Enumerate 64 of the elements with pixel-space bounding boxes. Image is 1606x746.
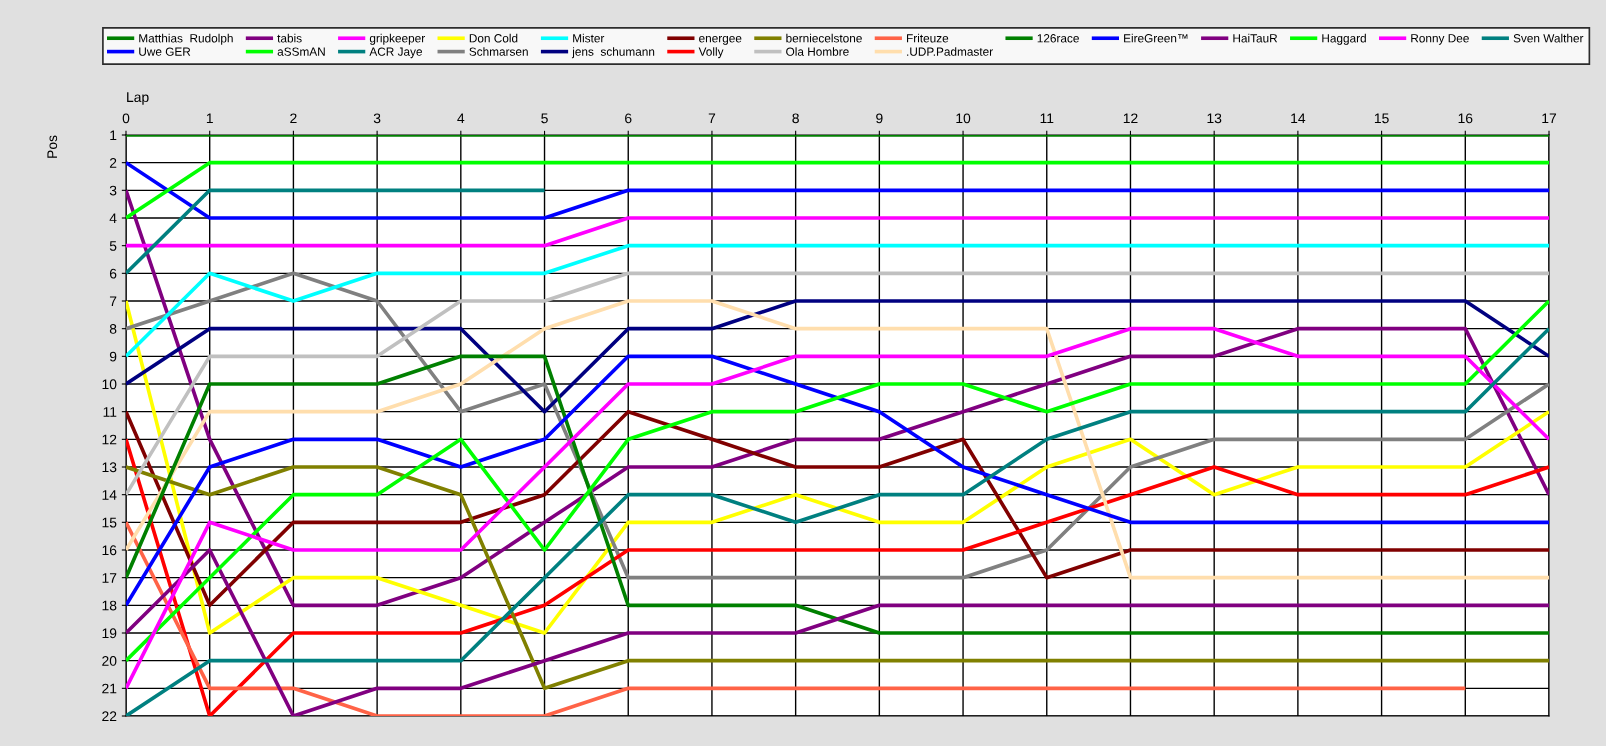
y-tick-label: 3	[109, 185, 117, 196]
x-tick-label: 16	[1458, 113, 1473, 124]
legend-label: tabis	[277, 33, 302, 43]
x-axis-title: Lap	[127, 92, 149, 105]
y-tick-label: 20	[102, 656, 117, 666]
x-tick-label: 17	[1542, 113, 1557, 124]
y-tick-label: 21	[102, 683, 117, 694]
legend-label: 126race	[1037, 34, 1079, 43]
y-tick-label: 13	[102, 462, 117, 473]
x-tick-label: 15	[1374, 113, 1389, 124]
x-tick-label: 13	[1207, 113, 1222, 124]
legend-label: HaiTauR	[1233, 33, 1278, 43]
y-tick-label: 16	[102, 545, 117, 556]
legend-label: ACR Jaye	[369, 47, 422, 59]
x-tick-label: 1	[206, 113, 213, 124]
x-tick-label: 4	[457, 113, 465, 124]
y-tick-label: 5	[109, 241, 117, 251]
x-tick-label: 10	[956, 113, 971, 124]
x-tick-label: 5	[541, 113, 548, 124]
y-tick-label: 4	[109, 213, 117, 224]
y-tick-label: 18	[102, 600, 117, 611]
legend-label: Ronny Dee	[1411, 34, 1469, 45]
x-tick-label: 6	[625, 113, 632, 124]
legend-label: .UDP.Padmaster	[907, 47, 993, 56]
legend-label: berniecelstone	[786, 33, 862, 43]
y-tick-label: 10	[102, 379, 117, 390]
y-tick-label: 14	[102, 490, 117, 500]
legend-label: Volly	[698, 47, 724, 59]
y-axis-title: Pos	[47, 135, 58, 158]
y-tick-label: 8	[109, 324, 117, 334]
x-tick-label: 7	[708, 113, 716, 124]
y-tick-label: 1	[110, 130, 117, 141]
legend-label: Matthias Rudolph	[139, 33, 233, 45]
y-tick-label: 6	[109, 268, 117, 279]
legend-label: EireGreen™	[1124, 33, 1188, 43]
y-tick-label: 19	[102, 628, 117, 639]
x-tick-label: 9	[876, 113, 883, 124]
x-tick-label: 11	[1040, 113, 1054, 124]
x-tick-label: 2	[290, 113, 297, 124]
x-tick-label: 3	[373, 113, 381, 124]
y-tick-label: 12	[102, 434, 117, 445]
legend-label: Don Cold	[469, 33, 518, 43]
legend-label: Uwe GER	[139, 47, 191, 56]
legend-label: Sven Walther	[1513, 33, 1584, 43]
y-tick-label: 17	[102, 573, 117, 583]
legend-label: aSSmAN	[277, 47, 325, 56]
y-tick-label: 11	[103, 407, 117, 417]
x-tick-label: 0	[122, 113, 130, 124]
y-tick-label: 15	[102, 517, 117, 528]
legend-label: Friteuze	[907, 33, 949, 43]
legend-label: energee	[699, 36, 742, 45]
legend-label: Mister	[573, 33, 605, 43]
x-tick-label: 12	[1123, 113, 1138, 124]
legend-label: gripkeeper	[369, 33, 425, 45]
legend-label: Haggard	[1322, 33, 1366, 45]
y-tick-label: 9	[109, 351, 117, 362]
y-tick-label: 7	[109, 296, 117, 307]
legend-label: Schmarsen	[469, 47, 528, 56]
legend-label: jens schumann	[571, 47, 655, 59]
legend-label: Ola Hombre	[786, 47, 849, 56]
x-tick-label: 14	[1291, 113, 1306, 124]
x-tick-label: 8	[792, 113, 799, 124]
y-tick-label: 22	[102, 711, 117, 722]
y-tick-label: 2	[109, 158, 117, 168]
